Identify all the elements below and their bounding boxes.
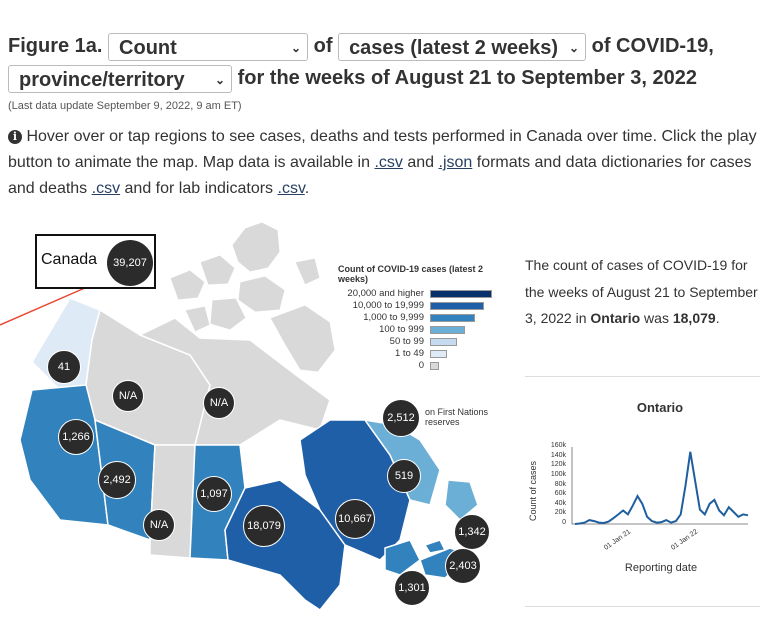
legend-label: 1 to 49 xyxy=(394,348,424,359)
bubble-ab[interactable]: 2,492 xyxy=(98,461,136,499)
chevron-down-icon: ⌄ xyxy=(569,40,580,55)
info-icon: i xyxy=(8,130,22,144)
region-nl-island[interactable] xyxy=(444,479,479,522)
last-update: (Last data update September 9, 2022, 9 a… xyxy=(8,100,242,112)
bubble-pe[interactable]: 1,342 xyxy=(454,514,490,550)
summary-text: The count of cases of COVID-19 for the w… xyxy=(525,257,758,326)
canada-total-box[interactable]: Canada 39,207 xyxy=(35,234,156,289)
bubble-on[interactable]: 18,079 xyxy=(243,505,285,547)
bubble-bc[interactable]: 1,266 xyxy=(58,419,94,455)
map-legend: Count of COVID-19 cases (latest 2 weeks)… xyxy=(334,264,504,372)
pointer-arrow xyxy=(0,283,95,326)
legend-swatch xyxy=(430,326,465,334)
chevron-down-icon: ⌄ xyxy=(214,72,225,87)
y-tick-label: 80k xyxy=(554,480,566,488)
bubble-mb[interactable]: 1,097 xyxy=(196,476,232,512)
legend-item: 100 to 999 xyxy=(334,324,504,336)
legend-swatch xyxy=(430,290,492,298)
summary-value: 18,079 xyxy=(672,310,716,326)
divider xyxy=(525,606,760,607)
region-sk[interactable] xyxy=(149,444,196,559)
legend-swatch xyxy=(430,338,457,346)
arctic-islands xyxy=(169,221,336,373)
y-tick-label: 0 xyxy=(562,519,566,526)
y-tick-label: 140k xyxy=(550,451,566,459)
measure-select[interactable]: Count ⌄ xyxy=(108,32,309,61)
bubble-sk[interactable]: N/A xyxy=(143,509,175,541)
region-nb[interactable] xyxy=(384,539,421,576)
geo-select-value: province/territory xyxy=(19,68,185,91)
bubble-qc[interactable]: 10,667 xyxy=(335,499,375,539)
bubble-ns[interactable]: 2,403 xyxy=(445,548,481,584)
y-tick-label: 40k xyxy=(554,499,566,507)
chevron-down-icon: ⌄ xyxy=(290,40,302,55)
y-tick-label: 20k xyxy=(554,509,566,517)
divider xyxy=(525,376,760,377)
legend-swatch xyxy=(430,302,484,310)
figure-label: Figure 1a. xyxy=(8,35,103,57)
figure-heading: Figure 1a. Count ⌄ of cases (latest 2 wee… xyxy=(8,30,768,94)
legend-title: Count of COVID-19 cases (latest 2 weeks) xyxy=(338,264,484,284)
y-tick-label: 160k xyxy=(550,442,566,449)
bubble-nu[interactable]: N/A xyxy=(203,387,235,419)
summary-region: Ontario xyxy=(590,310,641,326)
region-qc[interactable] xyxy=(299,419,411,561)
metric-select-value: cases (latest 2 weeks) xyxy=(349,36,559,59)
y-tick-label: 120k xyxy=(550,461,566,469)
geo-select[interactable]: province/territory ⌄ xyxy=(8,64,232,93)
y-tick-label: 60k xyxy=(554,490,566,498)
legend-label: 50 to 99 xyxy=(389,336,424,347)
bubble-yt[interactable]: 41 xyxy=(47,350,81,384)
legend-item: 0 xyxy=(334,360,504,372)
legend-label: 10,000 to 19,999 xyxy=(352,300,424,311)
csv-link[interactable]: .csv xyxy=(374,154,403,171)
json-link[interactable]: .json xyxy=(438,154,473,171)
legend-item: 1 to 49 xyxy=(334,348,504,360)
legend-label: 100 to 999 xyxy=(379,324,424,335)
of-covid-text: of COVID-19, xyxy=(591,35,714,57)
lab-indicators-csv-link[interactable]: .csv xyxy=(277,180,305,197)
measure-select-value: Count xyxy=(119,36,177,59)
first-nations-label: on First Nations reserves xyxy=(425,407,489,427)
of-text: of xyxy=(313,35,333,57)
legend-item: 50 to 99 xyxy=(334,336,504,348)
legend-item: 1,000 to 9,999 xyxy=(334,312,504,324)
legend-label: 20,000 and higher xyxy=(347,288,424,299)
period-text: for the weeks of August 21 to September … xyxy=(237,67,697,89)
bubble-nb[interactable]: 1,301 xyxy=(394,570,430,606)
legend-swatch xyxy=(430,314,475,322)
info-text: i Hover over or tap regions to see cases… xyxy=(8,128,757,197)
legend-swatch xyxy=(430,362,439,370)
legend-item: 20,000 and higher xyxy=(334,288,504,300)
legend-label: 1,000 to 9,999 xyxy=(363,312,424,323)
y-tick-label: 100k xyxy=(550,470,566,478)
cases-deaths-csv-link[interactable]: .csv xyxy=(91,180,121,197)
legend-item: 10,000 to 19,999 xyxy=(334,300,504,312)
canada-label: Canada xyxy=(41,251,98,268)
chart-title: Ontario xyxy=(636,400,684,415)
canada-bubble: 39,207 xyxy=(107,240,153,286)
legend-label: 0 xyxy=(418,360,424,371)
metric-select[interactable]: cases (latest 2 weeks) ⌄ xyxy=(338,32,587,61)
region-pe[interactable] xyxy=(423,539,447,554)
bubble-first-nations[interactable]: 2,512 xyxy=(382,399,420,437)
bubble-nt[interactable]: N/A xyxy=(112,380,144,412)
bubble-nl[interactable]: 519 xyxy=(387,459,421,493)
chart-xlabel: Reporting date xyxy=(624,562,698,574)
legend-swatch xyxy=(430,350,447,358)
